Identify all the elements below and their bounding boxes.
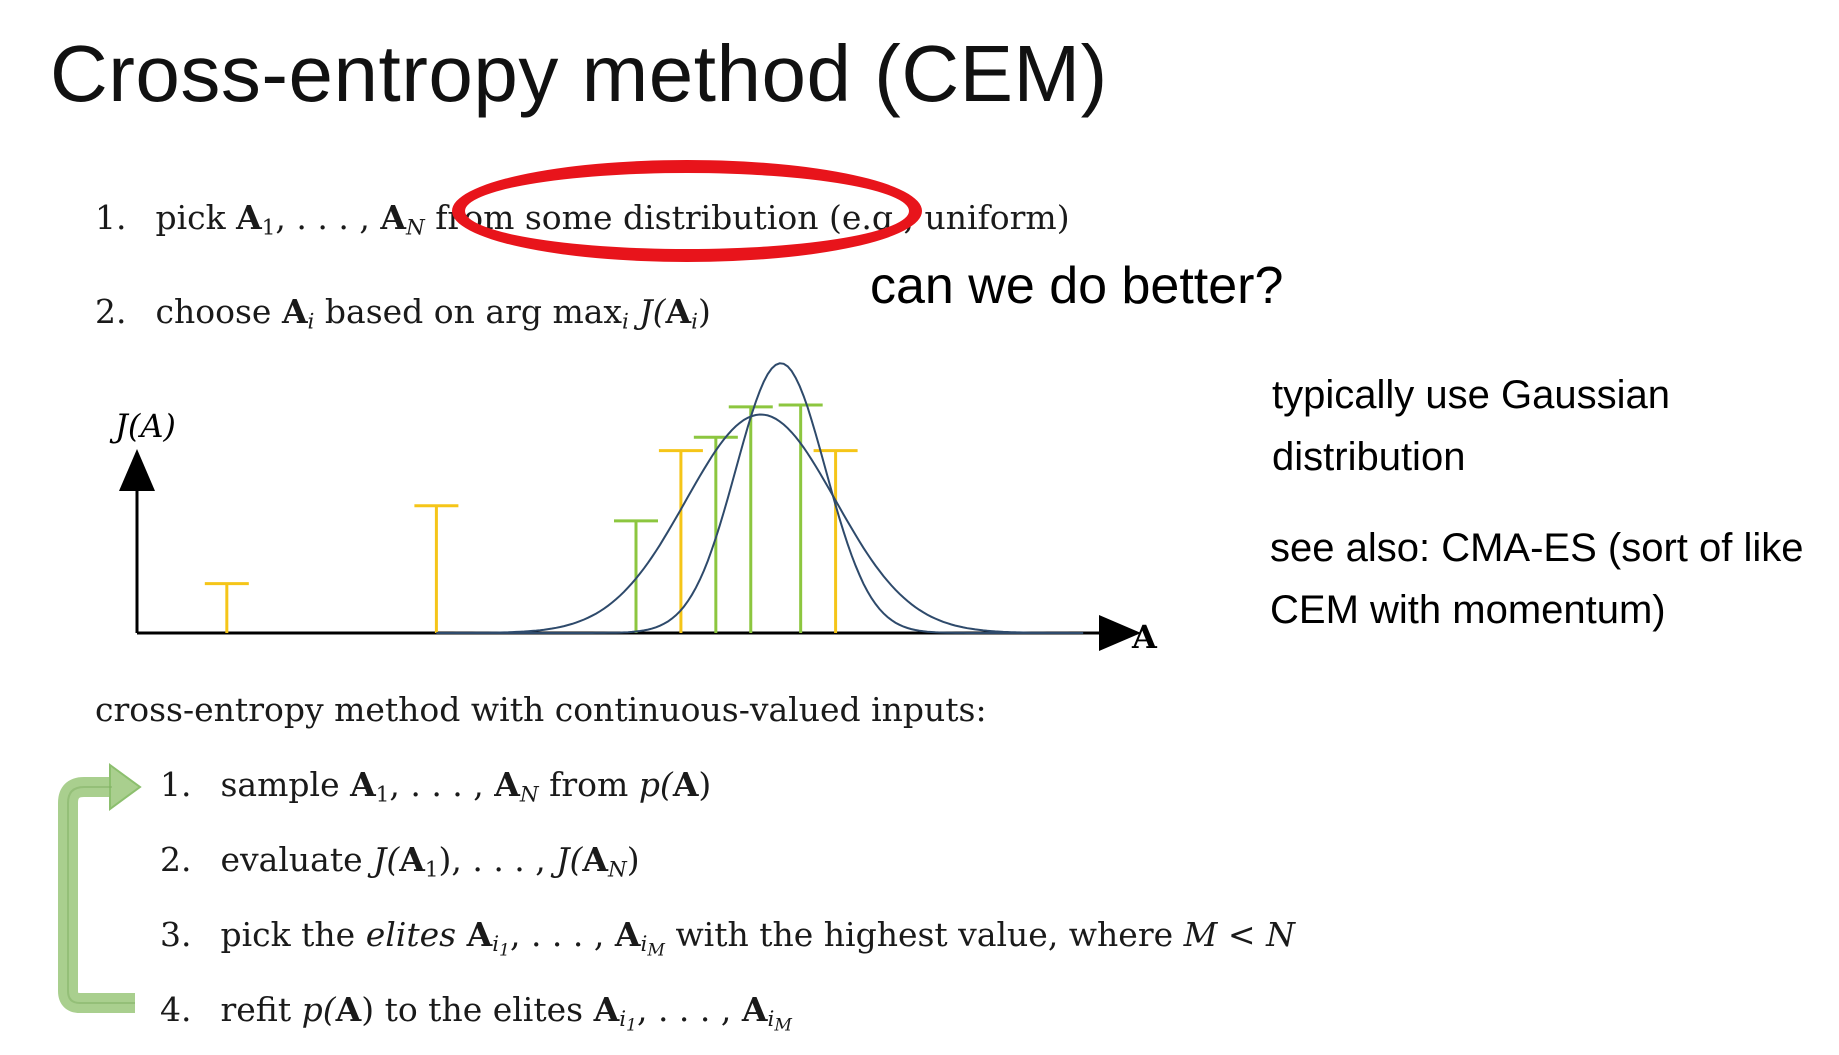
gaussian-curve-0 — [436, 413, 1084, 634]
math-sub: N — [608, 857, 627, 883]
math-var: A — [380, 198, 406, 237]
step-number: 2. — [160, 840, 192, 879]
math-sub: 1 — [424, 857, 439, 883]
math-ellipsis: , . . . , — [509, 915, 605, 954]
math-var: A — [593, 990, 620, 1029]
math-sub: i — [691, 309, 698, 335]
math-paren: ) — [698, 765, 712, 804]
math-ellipsis: ), . . . , — [438, 840, 546, 879]
math-subsub: M — [774, 1015, 792, 1036]
math-var: A — [582, 840, 608, 879]
math-func: J( — [556, 840, 583, 879]
step-number: 2. — [95, 292, 127, 331]
top-step-2: 2. choose Ai based on arg maxi J(Ai) — [95, 292, 711, 334]
step-number: 4. — [160, 990, 192, 1029]
step-text: based on arg max — [324, 292, 623, 331]
math-func: p( — [638, 765, 673, 804]
side-note-gaussian: typically use Gaussian distribution — [1272, 373, 1670, 479]
emphasis-text: elites — [365, 915, 457, 954]
math-var: A — [399, 840, 425, 879]
math-var: A — [236, 198, 262, 237]
math-paren: ) — [361, 990, 375, 1029]
math-sub: i — [622, 309, 629, 335]
math-ellipsis: , . . . , — [275, 198, 370, 237]
callout-text: can we do better? — [870, 257, 1284, 315]
math-sub: i — [767, 1007, 775, 1033]
math-sub: 1 — [261, 215, 276, 241]
step-text: pick the — [220, 915, 356, 954]
section-label: cross-entropy method with continuous-val… — [95, 690, 987, 729]
step-text: sample — [220, 765, 340, 804]
step-number: 1. — [95, 198, 127, 237]
math-sub: 1 — [375, 782, 390, 808]
x-axis-label: A — [1131, 618, 1158, 656]
step-text: refit — [220, 990, 292, 1029]
math-var: A — [466, 915, 493, 954]
cem-step-2: 2. evaluate J(A1), . . . , J(AN) — [160, 840, 640, 882]
math-sub: N — [519, 782, 539, 808]
step-number: 3. — [160, 915, 192, 954]
math-func: J( — [639, 292, 666, 331]
step-text: from — [549, 765, 629, 804]
math-sub: i — [307, 309, 315, 335]
step-text: with the highest value, where — [675, 915, 1174, 954]
math-paren: ) — [697, 292, 711, 331]
math-sub: i — [619, 1007, 627, 1033]
y-axis-label: J(A) — [109, 407, 176, 445]
side-note-cmaes: see also: CMA-ES (sort of like CEM with … — [1270, 526, 1804, 632]
math-sub: N — [405, 215, 425, 241]
math-sub: i — [640, 932, 648, 958]
math-var: A — [672, 765, 699, 804]
step-text: evaluate — [220, 840, 363, 879]
math-ellipsis: , . . . , — [636, 990, 732, 1029]
math-var: A — [741, 990, 768, 1029]
slide-title: Cross-entropy method (CEM) — [50, 29, 1108, 118]
math-subsub: 1 — [626, 1015, 637, 1036]
cem-step-3: 3. pick the elites Ai1, . . . , AiM with… — [160, 915, 1295, 961]
math-func: J( — [373, 840, 400, 879]
math-ellipsis: , . . . , — [389, 765, 484, 804]
step-text: pick — [155, 198, 226, 237]
math-var: A — [614, 915, 641, 954]
math-var: A — [335, 990, 362, 1029]
gaussian-curve-1 — [436, 362, 1084, 634]
math-subsub: M — [647, 940, 665, 961]
step-number: 1. — [160, 765, 192, 804]
math-var: A — [281, 292, 308, 331]
step-text: to the elites — [384, 990, 584, 1029]
cem-step-1: 1. sample A1, . . . , AN from p(A) — [160, 765, 711, 807]
math-subsub: 1 — [499, 940, 510, 961]
math-var: A — [350, 765, 376, 804]
step-text: choose — [155, 292, 272, 331]
math-var: A — [494, 765, 520, 804]
math-paren: ) — [626, 840, 640, 879]
cem-step-4: 4. refit p(A) to the elites Ai1, . . . ,… — [160, 990, 792, 1036]
math-sub: i — [492, 932, 500, 958]
math-var: A — [665, 292, 692, 331]
math-func: p( — [301, 990, 336, 1029]
math-condition: M < N — [1183, 915, 1295, 954]
